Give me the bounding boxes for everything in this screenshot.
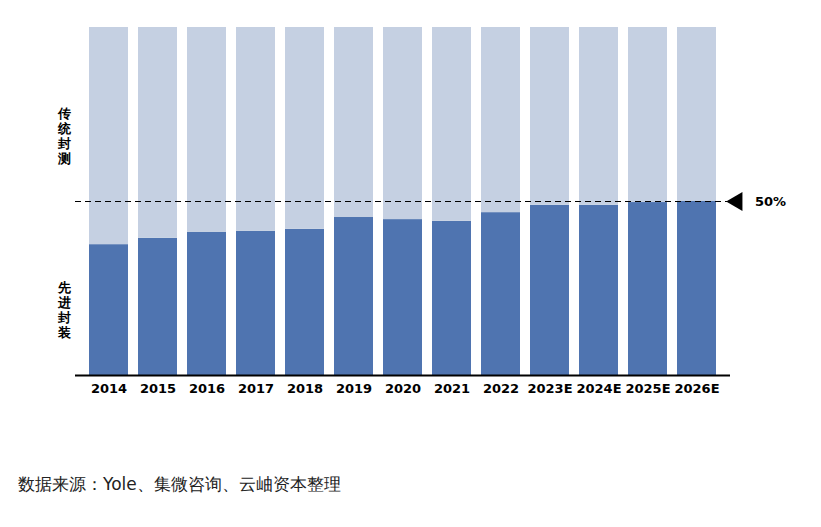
svg-text:50%: 50% bbox=[755, 194, 786, 209]
svg-text:2024E: 2024E bbox=[576, 381, 621, 396]
svg-text:2023E: 2023E bbox=[527, 381, 572, 396]
svg-text:2018: 2018 bbox=[287, 381, 323, 396]
svg-text:2020: 2020 bbox=[385, 381, 421, 396]
svg-text:先进封装: 先进封装 bbox=[57, 280, 71, 340]
svg-text:2025E: 2025E bbox=[625, 381, 670, 396]
svg-text:2019: 2019 bbox=[336, 381, 372, 396]
html-text:数据来源：Yole、集微咨询、云岫资本整理: 数据来源：Yole、集微咨询、云岫资本整理 bbox=[18, 474, 341, 494]
svg-text:2015: 2015 bbox=[140, 381, 176, 396]
svg-text:2021: 2021 bbox=[434, 381, 470, 396]
svg-text:2026E: 2026E bbox=[674, 381, 719, 396]
svg-text:2014: 2014 bbox=[91, 381, 127, 396]
svg-text:2016: 2016 bbox=[189, 381, 225, 396]
svg-text:2017: 2017 bbox=[238, 381, 274, 396]
svg-text:传统封测: 传统封测 bbox=[57, 106, 72, 166]
svg-text:2022: 2022 bbox=[483, 381, 519, 396]
